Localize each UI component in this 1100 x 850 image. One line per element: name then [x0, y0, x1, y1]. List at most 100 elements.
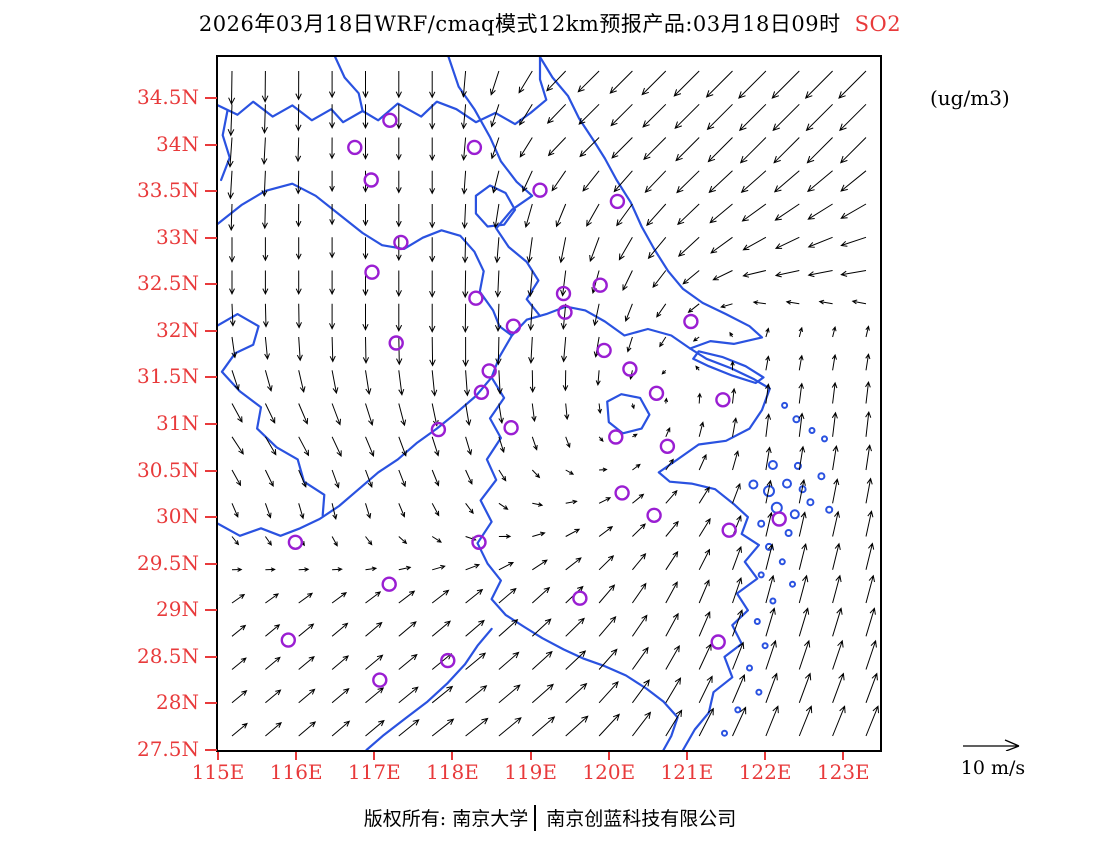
city-marker — [363, 172, 379, 188]
y-axis-tick — [205, 143, 217, 146]
boundary-jiangxi-border — [365, 627, 493, 750]
city-marker — [364, 264, 380, 280]
city-marker — [721, 522, 737, 538]
x-axis-tick — [295, 752, 298, 760]
y-axis-tick-label: 33N — [156, 224, 199, 249]
y-axis-tick-label: 34N — [156, 131, 199, 156]
wind-vectors — [227, 70, 879, 737]
island — [789, 509, 800, 520]
island — [748, 479, 759, 490]
boundary-chongming-island — [692, 350, 765, 385]
x-axis-tick-label: 122E — [738, 760, 792, 784]
y-axis-tick-label: 30N — [156, 504, 199, 529]
island — [757, 519, 766, 528]
company-name: 南京创蓝科技有限公司 — [546, 808, 737, 830]
island — [825, 505, 834, 514]
island — [746, 664, 753, 672]
island — [793, 461, 802, 470]
island — [806, 498, 815, 507]
y-axis-tick-label: 29N — [156, 597, 199, 622]
city-marker — [555, 285, 572, 302]
island — [792, 415, 801, 424]
y-axis-tick — [205, 516, 217, 519]
island — [784, 529, 793, 537]
city-marker — [596, 342, 612, 359]
city-marker — [381, 576, 397, 592]
boundary-border-spur-top — [334, 57, 364, 113]
city-marker — [614, 485, 630, 501]
city-marker — [710, 634, 726, 650]
island — [757, 571, 765, 579]
city-marker — [347, 139, 363, 156]
island — [789, 580, 796, 588]
island — [753, 618, 761, 625]
wind-legend-label: 10 m/s — [960, 757, 1026, 779]
x-axis-tick — [764, 752, 767, 760]
y-axis-tick-label: 27.5N — [136, 737, 199, 761]
city-marker — [648, 385, 665, 401]
x-axis-tick — [451, 752, 454, 760]
y-axis-tick — [205, 236, 217, 239]
boundary-yangtze-river — [218, 305, 692, 537]
island — [808, 427, 816, 434]
y-axis-tick — [205, 283, 217, 286]
city-marker — [771, 511, 787, 527]
city-marker — [592, 277, 608, 293]
x-axis-tick-label: 119E — [504, 760, 558, 784]
y-axis-tick — [205, 562, 217, 565]
city-marker — [440, 652, 456, 669]
city-marker — [659, 438, 676, 454]
city-marker — [382, 112, 398, 128]
y-axis-tick — [205, 96, 217, 99]
island — [781, 401, 789, 409]
boundary-border-spur-nw — [220, 109, 231, 182]
y-axis-tick-label: 28N — [156, 690, 199, 715]
page-title: 2026年03月18日WRF/cmaq模式12km预报产品:03月18日09时 S… — [0, 8, 1100, 38]
y-axis-tick-label: 28.5N — [136, 643, 199, 668]
city-marker — [572, 590, 588, 606]
x-axis-tick-label: 115E — [191, 760, 245, 784]
units-label: (ug/m3) — [930, 86, 1010, 110]
city-marker — [393, 234, 409, 251]
city-marker — [715, 392, 731, 408]
city-marker — [372, 672, 388, 688]
city-marker — [481, 363, 497, 379]
city-marker — [280, 632, 297, 648]
copyright-holder: 版权所有: 南京大学 — [363, 808, 529, 830]
x-axis-tick — [217, 752, 219, 760]
y-axis-tick — [205, 609, 217, 612]
boundary-taihu-lake — [606, 393, 651, 435]
city-marker — [608, 429, 624, 445]
city-marker — [622, 361, 638, 377]
forecast-map — [218, 57, 879, 750]
city-marker — [646, 507, 662, 523]
y-axis-tick-label: 32.5N — [136, 271, 199, 296]
y-axis-tick — [205, 422, 217, 425]
city-marker — [287, 534, 304, 550]
y-axis-tick — [205, 655, 217, 658]
boundary-coastline — [538, 57, 771, 750]
footer-divider — [534, 804, 537, 831]
boundary-north-border — [218, 57, 548, 126]
y-axis-tick-label: 33.5N — [136, 178, 199, 203]
city-marker — [532, 182, 548, 198]
city-marker — [609, 193, 626, 210]
boundary-zhejiang-west-border — [476, 376, 679, 750]
wind-legend: 10 m/s — [938, 736, 1048, 779]
boundary-anhui-west-border — [218, 313, 326, 517]
island — [821, 435, 828, 443]
island — [734, 706, 742, 714]
city-marker — [468, 290, 484, 306]
y-axis-tick — [205, 702, 217, 705]
boundary-jiangsu-west-border — [447, 57, 542, 317]
boundary-anhui-north-border — [218, 182, 513, 337]
y-axis-tick — [205, 329, 217, 332]
boundary-hongze-lake — [474, 184, 517, 228]
island — [761, 642, 769, 650]
island — [778, 558, 786, 566]
island — [782, 478, 792, 489]
y-axis-tick-label: 34.5N — [136, 84, 199, 109]
x-axis-tick-label: 117E — [347, 760, 401, 784]
title-text: 2026年03月18日WRF/cmaq模式12km预报产品:03月18日09时 — [198, 12, 841, 36]
